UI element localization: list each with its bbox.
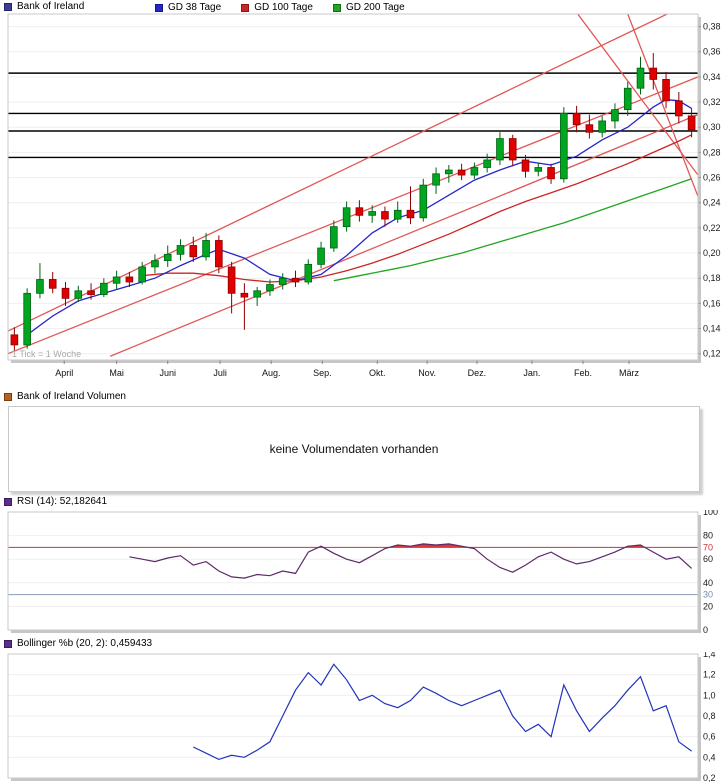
gd38-color-icon: [155, 3, 163, 12]
svg-text:0,12: 0,12: [703, 349, 721, 359]
svg-text:0,36: 0,36: [703, 47, 721, 57]
svg-text:0,22: 0,22: [703, 223, 721, 233]
svg-text:0,38: 0,38: [703, 22, 721, 32]
gd100-color-icon: [241, 3, 250, 12]
svg-text:70: 70: [703, 542, 713, 552]
svg-text:20: 20: [703, 601, 713, 611]
svg-text:0,24: 0,24: [703, 198, 721, 208]
svg-text:1,0: 1,0: [703, 690, 716, 700]
svg-text:0,30: 0,30: [703, 122, 721, 132]
volume-title: Bank of Ireland Volumen: [17, 391, 126, 402]
gd-38-tage-line: [26, 98, 692, 336]
gd200-label: GD 200 Tage: [345, 2, 405, 13]
tick-note: 1 Tick = 1 Woche: [12, 349, 81, 359]
svg-text:0,18: 0,18: [703, 273, 721, 283]
svg-text:80: 80: [703, 531, 713, 541]
svg-text:0,16: 0,16: [703, 298, 721, 308]
legend-item-gd200: GD 200 Tage: [332, 2, 405, 13]
rsi-line: [129, 543, 693, 579]
svg-text:April: April: [55, 368, 73, 378]
svg-text:Aug.: Aug.: [262, 368, 281, 378]
gd200-color-icon: [332, 3, 341, 12]
svg-text:Nov.: Nov.: [418, 368, 436, 378]
svg-text:Jan.: Jan.: [523, 368, 540, 378]
svg-text:März: März: [619, 368, 639, 378]
rsi-header: RSI (14): 52,182641: [4, 497, 107, 507]
svg-text:0: 0: [703, 625, 708, 634]
candlesticks: [10, 53, 696, 352]
svg-text:0,32: 0,32: [703, 97, 721, 107]
svg-text:0,34: 0,34: [703, 72, 721, 82]
svg-text:1,2: 1,2: [703, 670, 716, 680]
rsi-marker-icon: [4, 498, 12, 506]
volume-marker-icon: [4, 393, 12, 401]
svg-text:1,4: 1,4: [703, 652, 716, 659]
svg-text:30: 30: [703, 590, 713, 600]
svg-text:0,28: 0,28: [703, 147, 721, 157]
volume-header: Bank of Ireland Volumen: [4, 392, 126, 402]
month-axis-labels: April Mai Juni Juli Aug. Sep. Okt. Nov. Dez. Jan.…: [55, 360, 639, 378]
bollinger-header: Bollinger %b (20, 2): 0,459433: [4, 639, 152, 649]
legend-item-gd38: GD 38 Tage: [155, 2, 221, 13]
svg-text:Juni: Juni: [159, 368, 176, 378]
svg-text:100: 100: [703, 510, 718, 517]
svg-text:Okt.: Okt.: [369, 368, 386, 378]
support-resistance-lines: [8, 72, 698, 159]
svg-text:0,14: 0,14: [703, 324, 721, 334]
gd38-label: GD 38 Tage: [168, 2, 222, 13]
svg-text:Feb.: Feb.: [574, 368, 592, 378]
svg-text:0,20: 0,20: [703, 248, 721, 258]
svg-text:0,2: 0,2: [703, 773, 716, 782]
main-chart-header: Bank of Ireland: [4, 2, 84, 12]
gd-100-tage-line: [142, 134, 692, 283]
bollinger-title: Bollinger %b (20, 2): 0,459433: [17, 638, 153, 649]
svg-text:Juli: Juli: [213, 368, 227, 378]
price-candlestick-chart: 0,38 0,36 0,34 0,32 0,30 0,28 0,26 0,24 0,22 0,20…: [7, 13, 721, 378]
price-axis-labels: 0,38 0,36 0,34 0,32 0,30 0,28 0,26 0,24 0,22 0,20…: [698, 22, 721, 359]
svg-text:0,6: 0,6: [703, 732, 716, 742]
svg-text:Sep.: Sep.: [313, 368, 332, 378]
volume-panel: keine Volumendaten vorhanden: [8, 406, 700, 492]
svg-text:60: 60: [703, 554, 713, 564]
legend-item-gd100: GD 100 Tage: [241, 2, 313, 13]
svg-text:0,4: 0,4: [703, 752, 716, 762]
svg-text:40: 40: [703, 578, 713, 588]
bollinger-chart: 1,4 1,2 1,0 0,8 0,6 0,4 0,2: [7, 652, 716, 782]
price-grid: [8, 26, 698, 355]
bollinger-line: [193, 663, 692, 761]
instrument-title: Bank of Ireland: [17, 1, 85, 12]
gd100-label: GD 100 Tage: [254, 2, 313, 13]
svg-text:Dez.: Dez.: [468, 368, 487, 378]
svg-text:0,8: 0,8: [703, 711, 716, 721]
panel-border: [7, 13, 699, 361]
svg-text:0,26: 0,26: [703, 173, 721, 183]
rsi-title: RSI (14): 52,182641: [17, 496, 108, 507]
bollinger-marker-icon: [4, 640, 12, 648]
volume-empty-message: keine Volumendaten vorhanden: [269, 442, 439, 456]
ma-legend: GD 38 Tage GD 100 Tage GD 200 Tage: [155, 2, 405, 13]
panel-border: [7, 653, 699, 779]
svg-text:Mai: Mai: [109, 368, 124, 378]
bollinger-axis-labels: 1,4 1,2 1,0 0,8 0,6 0,4 0,2: [703, 652, 716, 782]
instrument-marker-icon: [4, 3, 12, 11]
gd-200-tage-line: [333, 178, 692, 282]
panel-border: [7, 511, 699, 631]
